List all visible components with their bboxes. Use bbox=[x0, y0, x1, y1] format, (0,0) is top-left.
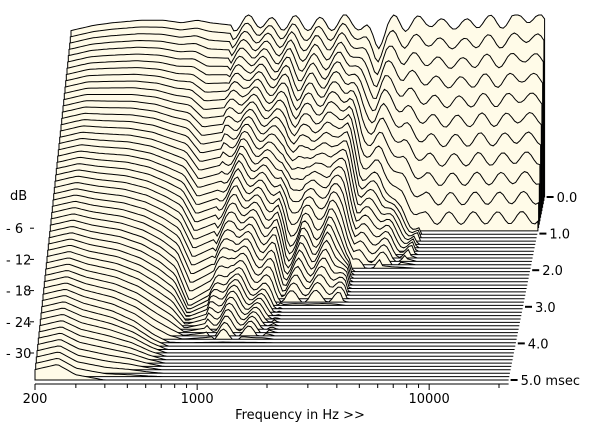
y-axis-label: dB bbox=[10, 189, 27, 204]
decay-slice bbox=[35, 357, 510, 378]
t-tick-label: 0.0 bbox=[557, 191, 578, 206]
axes: 200 1000 10000 - 6 - 12 - 18 - 24 - 30 0.0 1.0 2.0… bbox=[6, 191, 580, 407]
x-tick-label: 200 bbox=[23, 392, 48, 407]
decay-slice bbox=[44, 270, 519, 330]
y-tick-label: - 6 bbox=[6, 222, 23, 237]
y-tick-label: - 30 bbox=[6, 347, 31, 362]
decay-slice bbox=[43, 276, 518, 334]
decay-slices bbox=[34, 14, 546, 381]
t-tick-label: 1.0 bbox=[549, 228, 570, 243]
y-tick-label: - 18 bbox=[6, 285, 31, 300]
t-tick-label: 4.0 bbox=[528, 337, 549, 352]
t-tick-label: 3.0 bbox=[535, 301, 556, 316]
t-tick-label: 2.0 bbox=[542, 264, 563, 279]
y-tick-label: - 24 bbox=[6, 316, 31, 331]
y-tick-label: - 12 bbox=[6, 253, 31, 268]
x-tick-label: 10000 bbox=[408, 392, 449, 407]
t-tick-label: 5.0 msec bbox=[521, 374, 580, 389]
x-tick-label: 1000 bbox=[181, 392, 214, 407]
decay-slice bbox=[34, 364, 509, 381]
x-axis-label: Frequency in Hz >> bbox=[235, 408, 365, 423]
